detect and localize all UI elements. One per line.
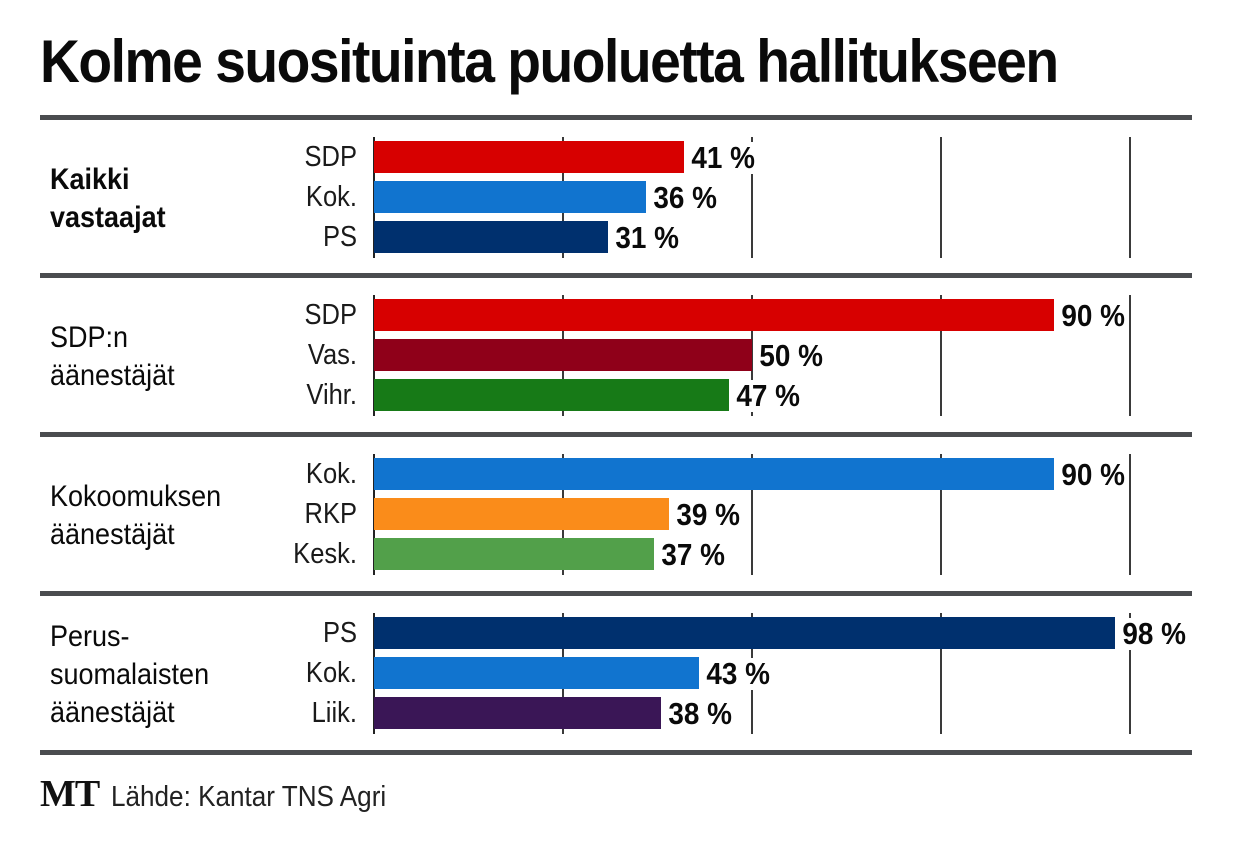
category-label: Kok. [305, 181, 357, 213]
category-label: Liik. [311, 697, 357, 729]
bar [374, 221, 609, 253]
value-label: 47 % [731, 380, 804, 412]
value-label: 41 % [685, 142, 759, 174]
bar [374, 379, 730, 411]
bar [374, 617, 1115, 649]
category-label: PS [322, 617, 357, 649]
category-label: Vas. [307, 339, 357, 371]
category-label: Kok. [305, 458, 357, 490]
panel-separator [40, 432, 1192, 437]
bar [374, 538, 654, 570]
value-label: 39 % [670, 499, 744, 531]
bar [374, 657, 700, 689]
panel-separator [40, 750, 1192, 755]
value-label: 31 % [610, 222, 683, 254]
gridline [751, 454, 753, 575]
gridline [1129, 454, 1131, 575]
category-label: RKP [304, 498, 357, 530]
gridline [1129, 137, 1131, 258]
bar [374, 498, 669, 530]
group-label: SDP:n äänestäjät [50, 321, 175, 392]
gridline [940, 454, 942, 575]
category-label: Kok. [305, 657, 357, 689]
category-label: SDP [304, 299, 357, 331]
gridline [1129, 613, 1131, 734]
gridline [751, 137, 753, 258]
group-label: Kaikki vastaajat [50, 163, 166, 234]
chart-title: Kolme suosituinta puoluetta hallitukseen [40, 28, 1059, 95]
panel-separator [40, 115, 1192, 120]
category-label: SDP [304, 141, 357, 173]
value-label: 90 % [1056, 459, 1129, 491]
value-label: 37 % [655, 539, 729, 571]
value-label: 50 % [754, 340, 827, 372]
group-label: Perus- suomalaisten äänestäjät [50, 620, 210, 729]
group-label: Kokoomuksen äänestäjät [50, 480, 222, 551]
bar [374, 141, 684, 173]
value-label: 36 % [648, 182, 721, 214]
gridline [1129, 295, 1131, 416]
value-label: 90 % [1056, 300, 1129, 332]
category-label: PS [322, 221, 357, 253]
bar [374, 697, 662, 729]
panel-separator [40, 591, 1192, 596]
category-label: Vihr. [306, 379, 357, 411]
footer: MT Lähde: Kantar TNS Agri [40, 772, 417, 816]
source-text: Lähde: Kantar TNS Agri [111, 781, 387, 813]
gridline [751, 295, 753, 416]
bar [374, 339, 752, 371]
gridline [940, 295, 942, 416]
category-label: Kesk. [293, 538, 357, 570]
gridline [940, 137, 942, 258]
value-label: 43 % [701, 658, 774, 690]
bar [374, 299, 1055, 331]
bar [374, 181, 647, 213]
value-label: 98 % [1116, 618, 1190, 650]
panel-separator [40, 273, 1192, 278]
brand-logo: MT [40, 773, 100, 815]
value-label: 38 % [663, 698, 736, 730]
bar [374, 458, 1055, 490]
gridline [940, 613, 942, 734]
